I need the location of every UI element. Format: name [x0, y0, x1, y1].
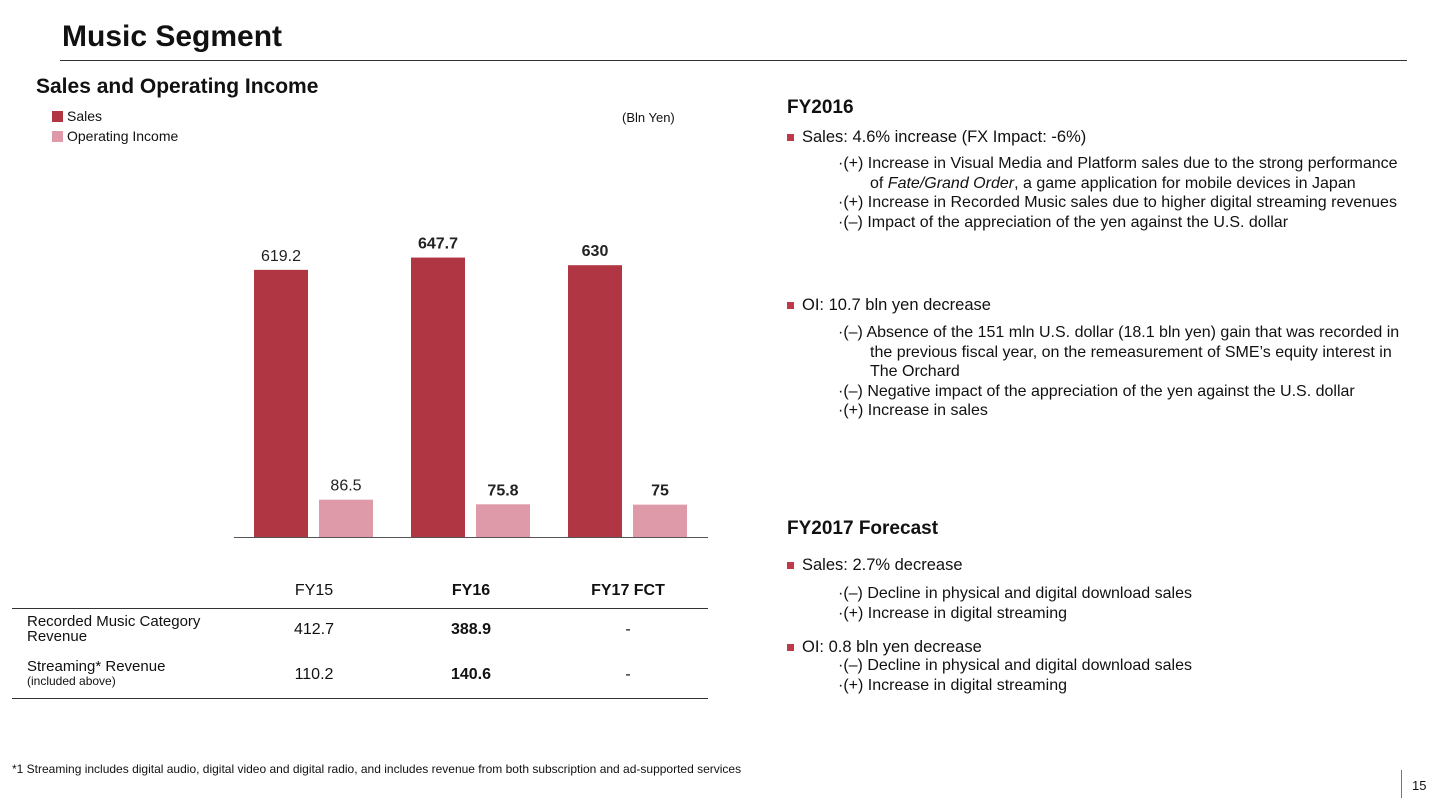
bar-sales-fy15: [254, 269, 308, 537]
bar-operating-income-fy17-fct: [633, 504, 687, 537]
data-label: 75: [651, 483, 669, 500]
fy2016-sales-text: Sales: 4.6% increase (FX Impact: -6%): [802, 128, 1087, 146]
bar-operating-income-fy15: [319, 499, 373, 537]
fy2017-oi-list: ·(–) Decline in physical and digital dow…: [838, 656, 1408, 695]
bullet-square-icon: [787, 302, 794, 309]
footnote: *1 Streaming includes digital audio, dig…: [12, 762, 742, 776]
chart-title: Sales and Operating Income: [36, 75, 319, 98]
streaming-revenue-sublabel: (included above): [27, 674, 116, 688]
fy2016-sales-list: ·(+) Increase in Visual Media and Platfo…: [838, 154, 1408, 232]
list-item: ·(–) Impact of the appreciation of the y…: [838, 213, 1289, 231]
table-cell: 388.9: [450, 621, 492, 638]
list-item: ·(–) Absence of the 151 mln U.S. dollar …: [838, 324, 1400, 380]
legend-label-operating-income: Operating Income: [67, 128, 179, 144]
title-divider: [60, 60, 1407, 61]
bar-chart: 619.2 86.5 647.7 75.8 630 75: [234, 236, 708, 538]
list-item: ·(+) Increase in Visual Media and Platfo…: [838, 155, 1398, 192]
fy2017-sales-list: ·(–) Decline in physical and digital dow…: [838, 584, 1408, 623]
legend-swatch-operating-income: [52, 130, 63, 142]
list-item: ·(+) Increase in sales: [838, 402, 988, 419]
page-number: 15: [1412, 778, 1427, 793]
data-label: 619.2: [261, 248, 301, 265]
fy2016-oi-list: ·(–) Absence of the 151 mln U.S. dollar …: [838, 323, 1408, 421]
legend-item-sales: Sales: [52, 106, 178, 126]
bar-sales-fy16: [411, 257, 465, 537]
page-title: Music Segment: [62, 20, 283, 53]
list-item: ·(–) Decline in physical and digital dow…: [838, 585, 1192, 602]
table-cell: -: [625, 666, 631, 683]
fy2017-heading: FY2017 Forecast: [787, 518, 939, 539]
game-title: Fate/Grand Order: [887, 174, 1015, 192]
page-number-divider: [1401, 770, 1402, 798]
table-row-label-recorded-music: Recorded Music Category Revenue: [27, 613, 201, 645]
chart-legend: Sales Operating Income: [52, 106, 178, 146]
table-top-rule: [12, 608, 708, 609]
fy2016-oi-text: OI: 10.7 bln yen decrease: [802, 296, 991, 314]
category-label-fy17-fct: FY17 FCT: [591, 582, 665, 599]
data-label: 75.8: [487, 482, 518, 499]
legend-swatch-sales: [52, 110, 63, 122]
data-label: 86.5: [330, 478, 361, 495]
bullet-square-icon: [787, 134, 794, 141]
fy2017-sales-text: Sales: 2.7% decrease: [802, 556, 963, 574]
table-cell: 110.2: [294, 666, 334, 683]
fy2017-oi-bullet: OI: 0.8 bln yen decrease: [787, 638, 982, 657]
table-cell: -: [625, 621, 631, 638]
list-item: ·(+) Increase in digital streaming: [838, 604, 1067, 622]
table-cell: 412.7: [293, 621, 335, 638]
table-bottom-rule: [12, 698, 708, 699]
table-cell: 140.6: [450, 666, 492, 683]
fy2017-oi-text: OI: 0.8 bln yen decrease: [802, 638, 982, 656]
list-item: ·(+) Increase in Recorded Music sales du…: [838, 194, 1397, 211]
bullet-square-icon: [787, 562, 794, 569]
fy2016-heading: FY2016: [787, 97, 854, 118]
fy2017-sales-bullet: Sales: 2.7% decrease: [787, 556, 963, 575]
table-row-label-streaming: Streaming* Revenue (included above): [27, 659, 165, 689]
bullet-square-icon: [787, 644, 794, 651]
chart-unit-label: (Bln Yen): [622, 110, 675, 125]
category-label-fy15: FY15: [294, 582, 334, 599]
list-item: ·(+) Increase in digital streaming: [838, 676, 1067, 694]
fy2016-sales-bullet: Sales: 4.6% increase (FX Impact: -6%): [787, 128, 1086, 147]
data-label: 647.7: [418, 236, 458, 253]
data-label: 630: [582, 243, 609, 260]
legend-item-operating-income: Operating Income: [52, 126, 178, 146]
list-item: ·(–) Negative impact of the appreciation…: [838, 382, 1355, 400]
bar-operating-income-fy16: [476, 504, 530, 537]
bar-sales-fy17-fct: [568, 265, 622, 537]
category-label-fy16: FY16: [451, 582, 491, 599]
list-item: ·(–) Decline in physical and digital dow…: [838, 657, 1192, 674]
fy2016-oi-bullet: OI: 10.7 bln yen decrease: [787, 296, 991, 315]
streaming-revenue-label: Streaming* Revenue: [27, 658, 166, 675]
legend-label-sales: Sales: [67, 108, 103, 124]
